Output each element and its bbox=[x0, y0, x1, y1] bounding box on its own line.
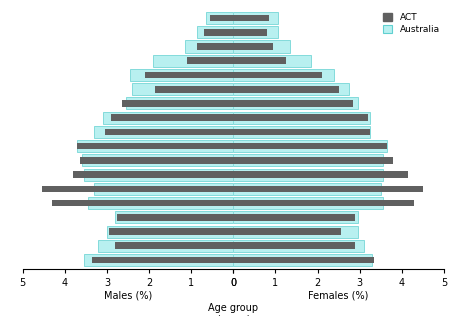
Bar bbox=[233, 197, 383, 209]
Bar bbox=[233, 58, 286, 64]
Bar bbox=[233, 100, 353, 107]
Bar bbox=[94, 183, 233, 195]
Bar bbox=[233, 69, 334, 81]
Bar bbox=[103, 112, 233, 124]
Bar bbox=[233, 157, 393, 164]
Bar bbox=[122, 100, 233, 107]
Bar bbox=[233, 154, 383, 167]
Bar bbox=[88, 197, 233, 209]
Bar bbox=[155, 86, 233, 93]
Bar bbox=[233, 226, 357, 238]
Bar bbox=[130, 69, 233, 81]
Bar bbox=[73, 171, 233, 178]
Bar bbox=[126, 97, 233, 110]
Legend: ACT, Australia: ACT, Australia bbox=[381, 11, 442, 36]
Bar bbox=[233, 29, 267, 36]
Bar bbox=[52, 200, 233, 206]
Bar bbox=[233, 200, 414, 206]
Bar bbox=[77, 140, 233, 152]
Bar bbox=[109, 228, 233, 235]
X-axis label: Females (%): Females (%) bbox=[308, 290, 369, 301]
Bar bbox=[233, 43, 273, 50]
Bar bbox=[116, 242, 233, 249]
Bar bbox=[80, 157, 233, 164]
Bar bbox=[233, 183, 381, 195]
Bar bbox=[233, 112, 370, 124]
Bar bbox=[98, 240, 233, 252]
Bar bbox=[145, 72, 233, 78]
Bar bbox=[233, 126, 370, 138]
Bar bbox=[204, 29, 233, 36]
Bar bbox=[233, 254, 372, 266]
Bar bbox=[111, 114, 233, 121]
Bar bbox=[233, 72, 322, 78]
Bar bbox=[210, 15, 233, 21]
Bar bbox=[233, 171, 408, 178]
Bar bbox=[233, 140, 387, 152]
Bar bbox=[105, 129, 233, 135]
Bar bbox=[185, 40, 233, 52]
Bar bbox=[233, 240, 364, 252]
Bar bbox=[117, 214, 233, 221]
Bar bbox=[107, 226, 233, 238]
Bar bbox=[233, 185, 423, 192]
Bar bbox=[233, 86, 339, 93]
Bar bbox=[94, 126, 233, 138]
X-axis label: Males (%): Males (%) bbox=[104, 290, 152, 301]
Bar bbox=[233, 257, 375, 263]
Bar bbox=[187, 58, 233, 64]
Bar bbox=[233, 55, 311, 67]
Bar bbox=[206, 12, 233, 24]
Bar bbox=[233, 129, 370, 135]
Bar bbox=[84, 254, 233, 266]
Text: Age group
(years): Age group (years) bbox=[208, 303, 258, 316]
Bar bbox=[233, 143, 387, 149]
Bar bbox=[233, 214, 356, 221]
Bar bbox=[92, 257, 233, 263]
Bar bbox=[233, 97, 357, 110]
Bar bbox=[198, 43, 233, 50]
Bar bbox=[233, 15, 269, 21]
Bar bbox=[198, 26, 233, 38]
Bar bbox=[233, 26, 278, 38]
Bar bbox=[233, 40, 290, 52]
Bar bbox=[233, 168, 383, 181]
Bar bbox=[233, 211, 357, 223]
Bar bbox=[233, 83, 349, 95]
Bar bbox=[116, 211, 233, 223]
Bar bbox=[233, 228, 341, 235]
Bar bbox=[153, 55, 233, 67]
Bar bbox=[84, 168, 233, 181]
Bar bbox=[233, 114, 368, 121]
Bar bbox=[42, 185, 233, 192]
Bar bbox=[132, 83, 233, 95]
Bar bbox=[82, 154, 233, 167]
Bar bbox=[77, 143, 233, 149]
Bar bbox=[233, 242, 356, 249]
Bar bbox=[233, 12, 278, 24]
